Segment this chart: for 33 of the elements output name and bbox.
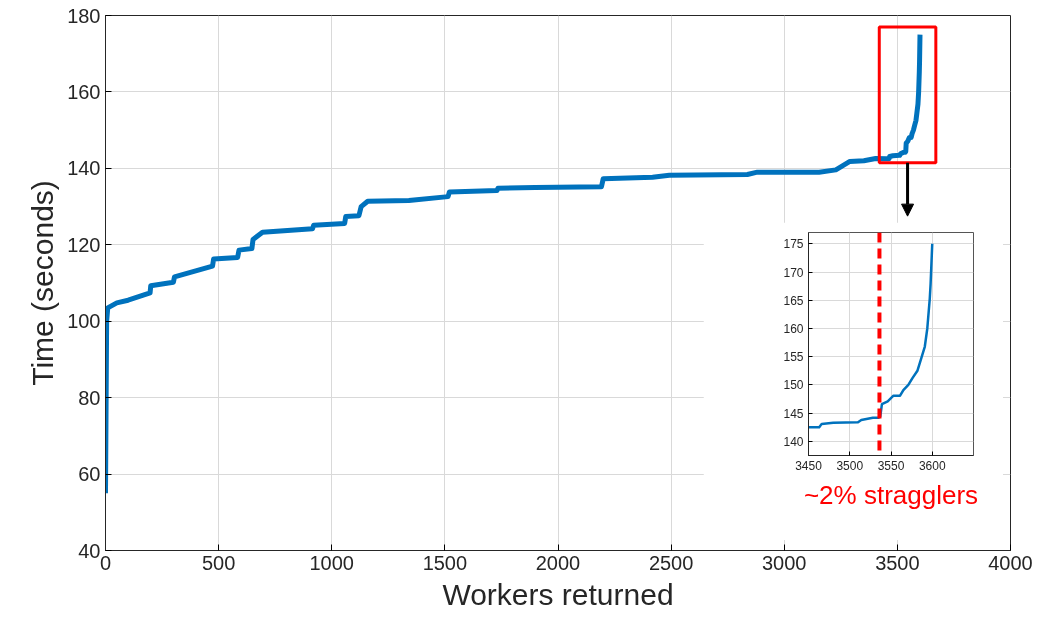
line-series	[808, 242, 934, 429]
y-tick-label: 60	[78, 463, 101, 486]
x-tick-label: 3600	[918, 458, 946, 473]
x-tick-label: 3500	[836, 458, 864, 473]
x-tick-label: 0	[99, 551, 112, 574]
x-tick-label: 3550	[877, 458, 905, 473]
y-tick-label: 140	[67, 157, 101, 180]
x-axis-title: Workers returned	[442, 577, 674, 611]
y-tick-label: 165	[783, 293, 804, 308]
x-tick-label: 4000	[988, 551, 1033, 574]
x-tick-label: 2500	[648, 551, 694, 574]
y-tick-label: 40	[78, 539, 101, 562]
y-tick-label: 170	[783, 265, 804, 280]
x-tick-label: 3450	[795, 458, 823, 473]
y-tick-label: 160	[67, 80, 101, 103]
y-tick-label: 100	[67, 310, 101, 333]
y-tick-label: 175	[783, 237, 804, 252]
y-tick-label: 80	[78, 386, 101, 409]
x-tick-label: 1500	[422, 551, 468, 574]
y-tick-label: 120	[67, 233, 101, 256]
y-tick-label: 160	[783, 321, 804, 336]
y-axis-title: Time (seconds)	[26, 180, 60, 386]
x-tick-label: 3500	[875, 551, 920, 574]
x-tick-label: 500	[201, 551, 236, 574]
annotation: ~2% stragglers	[803, 479, 979, 510]
x-tick-label: 2000	[535, 551, 581, 574]
x-tick-label: 3000	[762, 551, 807, 574]
y-tick-label: 180	[67, 4, 101, 27]
y-tick-label: 140	[783, 434, 804, 449]
x-tick-label: 1000	[309, 551, 354, 574]
y-tick-label: 150	[783, 378, 804, 393]
y-tick-label: 155	[783, 350, 804, 365]
y-tick-label: 145	[783, 406, 804, 421]
